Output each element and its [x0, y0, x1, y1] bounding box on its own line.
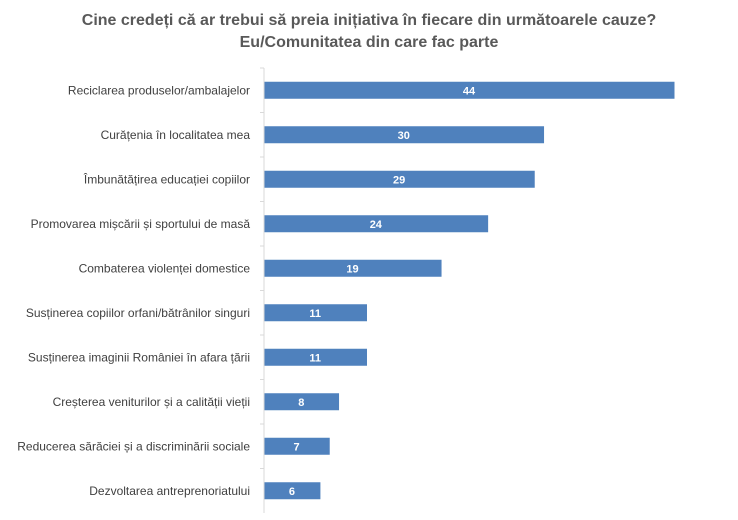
value-label: 29 — [393, 174, 405, 186]
bar — [264, 304, 367, 322]
category-label: Curățenia în localitatea mea — [101, 128, 251, 142]
category-label: Creșterea veniturilor și a calității vie… — [53, 395, 250, 409]
bar — [264, 81, 675, 99]
bar — [264, 393, 340, 411]
bar — [264, 259, 442, 277]
bar — [264, 170, 535, 188]
value-label: 6 — [289, 486, 295, 498]
category-label: Combaterea violenței domestice — [79, 261, 251, 275]
bar — [264, 348, 367, 366]
value-label: 24 — [370, 219, 383, 231]
chart-subtitle: Eu/Comunitatea din care fac parte — [239, 34, 499, 51]
bar — [264, 482, 321, 500]
value-label: 8 — [298, 397, 304, 409]
bar — [264, 215, 489, 233]
value-label: 11 — [309, 352, 321, 364]
value-label: 44 — [463, 85, 476, 97]
category-label: Reciclarea produselor/ambalajelor — [68, 83, 250, 97]
category-label: Susținerea copiilor orfani/bătrânilor si… — [26, 306, 250, 320]
category-label: Dezvoltarea antreprenoriatului — [89, 484, 250, 498]
category-label: Susținerea imaginii României în afara ță… — [28, 350, 250, 364]
category-label: Promovarea mișcării și sportului de masă — [31, 217, 251, 231]
chart-title-block: Cine credeți că ar trebui să preia iniți… — [0, 10, 738, 54]
value-label: 19 — [346, 263, 358, 275]
bar — [264, 437, 330, 455]
category-label: Îmbunătățirea educației copiilor — [83, 171, 250, 186]
value-label: 30 — [398, 130, 410, 142]
category-label: Reducerea sărăciei și a discriminării so… — [17, 439, 250, 453]
value-label: 11 — [309, 308, 321, 320]
bar — [264, 126, 545, 144]
value-label: 7 — [294, 441, 300, 453]
chart-title: Cine credeți că ar trebui să preia iniți… — [81, 12, 657, 29]
